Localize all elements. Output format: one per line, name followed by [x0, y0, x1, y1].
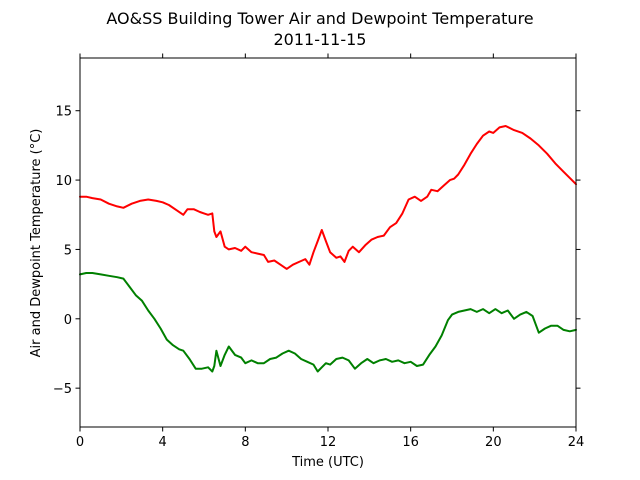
x-tick-label-6: 24: [568, 435, 585, 450]
series-line-1: [79, 272, 577, 373]
y-axis: −5 0 5 10 15: [53, 105, 581, 397]
y-tick-label-4: 15: [55, 105, 72, 120]
y-axis-label: Air and Dewpoint Temperature (°C): [29, 129, 44, 358]
x-tick-label-3: 12: [320, 435, 337, 450]
x-tick-label-2: 8: [241, 435, 249, 450]
series-line-0: [79, 125, 577, 270]
plot-frame: [79, 57, 577, 428]
x-tick-label-0: 0: [76, 435, 84, 450]
x-tick-label-1: 4: [159, 435, 167, 450]
y-tick-label-0: −5: [53, 382, 72, 397]
y-tick-label-1: 0: [64, 313, 72, 328]
chart-subtitle: 2011-11-15: [274, 30, 367, 49]
x-axis: 0 4 8 12 16 20 24: [76, 53, 585, 450]
x-axis-label: Time (UTC): [291, 455, 364, 470]
y-tick-label-3: 10: [55, 174, 72, 189]
y-tick-label-2: 5: [64, 243, 72, 258]
chart-title: AO&SS Building Tower Air and Dewpoint Te…: [106, 9, 533, 28]
series-layer: [79, 125, 577, 373]
x-tick-label-5: 20: [485, 435, 502, 450]
x-tick-label-4: 16: [402, 435, 419, 450]
